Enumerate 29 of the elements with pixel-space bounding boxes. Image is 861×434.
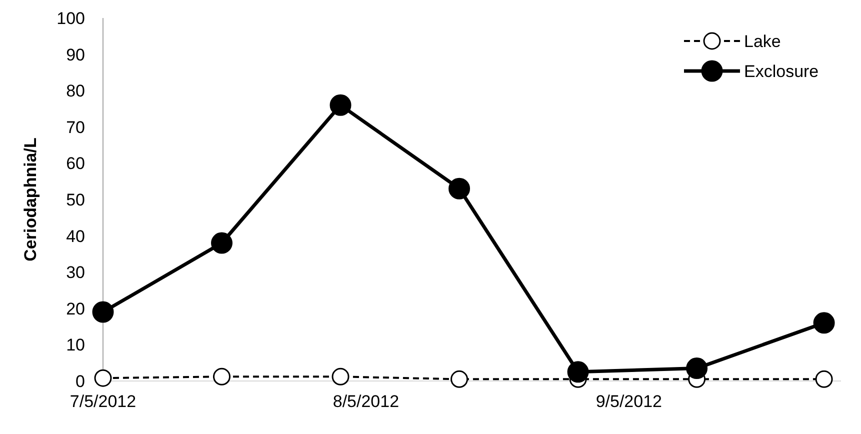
point	[332, 368, 350, 386]
y-axis-title: Ceriodaphnia/L	[21, 138, 40, 262]
legend-label: Lake	[744, 32, 781, 51]
y-tick-label: 70	[66, 118, 85, 137]
x-tick-label: 7/5/2012	[70, 392, 136, 412]
point	[213, 368, 231, 386]
y-tick-label: 50	[66, 190, 85, 210]
y-tick-label: 10	[66, 336, 85, 355]
point	[211, 232, 233, 254]
point	[92, 301, 114, 323]
x-tick-label: 8/5/2012	[332, 392, 400, 412]
y-tick-label: 30	[66, 263, 85, 282]
point	[567, 361, 589, 383]
point	[815, 370, 833, 388]
y-tick-label: 40	[66, 226, 85, 246]
point	[450, 370, 468, 388]
y-tick-label: 60	[66, 154, 85, 174]
y-tick-label: 20	[66, 299, 85, 318]
y-tick-label: 100	[56, 9, 85, 28]
x-tick-label: 9/5/2012	[596, 392, 662, 412]
point	[330, 94, 352, 116]
y-tick-label: 90	[66, 45, 85, 64]
point	[686, 358, 708, 380]
y-tick-label: 80	[66, 82, 85, 101]
y-tick-label: 0	[76, 372, 85, 392]
legend-label: Exclosure	[744, 62, 819, 81]
point	[94, 369, 112, 387]
point	[813, 312, 835, 334]
point	[448, 178, 470, 200]
